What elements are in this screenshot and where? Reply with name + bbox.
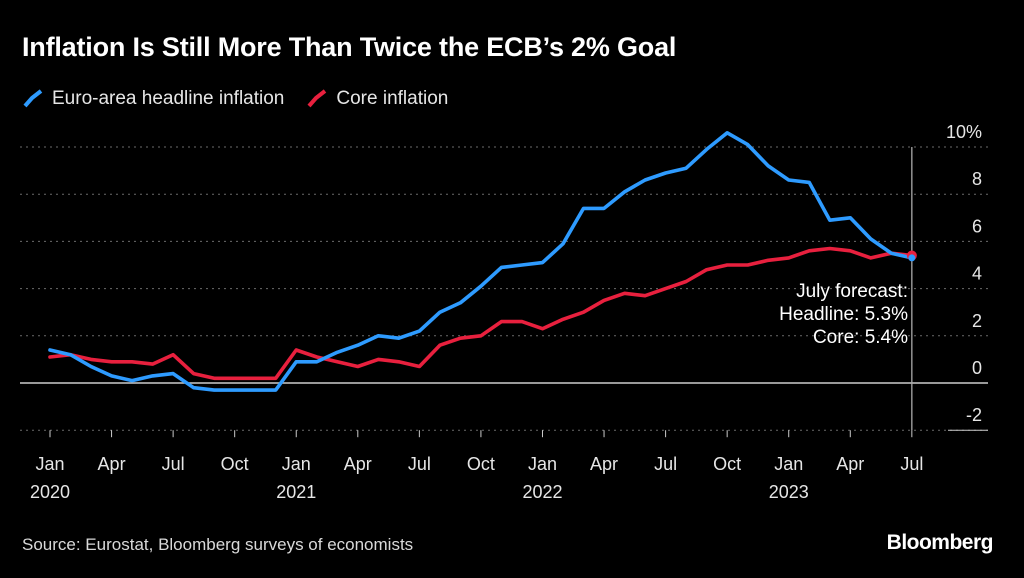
- x-tick-label-month: Jul: [162, 454, 185, 474]
- x-tick-label-month: Jan: [774, 454, 803, 474]
- x-tick-label-year: 2020: [30, 482, 70, 502]
- bloomberg-logo: Bloomberg: [886, 531, 994, 554]
- source-note: Source: Eurostat, Bloomberg surveys of e…: [22, 535, 414, 554]
- legend-label-headline: Euro-area headline inflation: [52, 88, 285, 109]
- forecast-annotation-line3: Core: 5.4%: [812, 327, 908, 348]
- series-line-core: [48, 246, 914, 381]
- label-layer: -2 0 2 4 6 8 10% Jan 2020 Apr Jul Oct Jan 2021 Apr Jul O…: [30, 122, 982, 502]
- x-tick-label-year: 2022: [522, 482, 562, 502]
- forecast-point-headline: [908, 254, 916, 262]
- x-tick-label-year: 2023: [769, 482, 809, 502]
- y-tick-label-4: 4: [972, 264, 982, 284]
- series-line-headline: [48, 131, 914, 392]
- x-tick-label-month: Jan: [35, 454, 64, 474]
- legend-swatch-core: [307, 89, 327, 108]
- x-tick-label-year: 2021: [276, 482, 316, 502]
- forecast-annotation-line1: July forecast:: [796, 281, 908, 302]
- x-tick-label-month: Oct: [467, 454, 495, 474]
- x-tick-label-month: Oct: [713, 454, 741, 474]
- forecast-annotation-line2: Headline: 5.3%: [779, 304, 908, 325]
- x-tick-label-month: Apr: [98, 454, 126, 474]
- x-tick-label-month: Jul: [900, 454, 923, 474]
- x-tick-label-month: Apr: [344, 454, 372, 474]
- grid-layer: [20, 146, 988, 438]
- x-tick-label-month: Jul: [654, 454, 677, 474]
- x-tick-label-month: Apr: [836, 454, 864, 474]
- y-tick-label-2: 2: [972, 311, 982, 331]
- y-tick-label-8: 8: [972, 169, 982, 189]
- x-tick-label-month: Apr: [590, 454, 618, 474]
- legend-swatch-headline: [23, 89, 43, 108]
- y-tick-label-6: 6: [972, 216, 982, 236]
- legend-item-core: Core inflation: [306, 88, 448, 110]
- chart-title: Inflation Is Still More Than Twice the E…: [22, 32, 677, 62]
- series-layer: [48, 131, 917, 392]
- chart-legend: Euro-area headline inflation Core inflat…: [22, 86, 470, 112]
- x-tick-label-month: Jan: [282, 454, 311, 474]
- x-tick-label-month: Oct: [221, 454, 249, 474]
- legend-label-core: Core inflation: [336, 88, 449, 109]
- y-tick-label-neg2: -2: [966, 405, 982, 425]
- x-tick-label-month: Jul: [408, 454, 431, 474]
- y-tick-label-0: 0: [972, 358, 982, 378]
- forecast-annotation: July forecast: Headline: 5.3% Core: 5.4%: [779, 280, 908, 349]
- y-tick-label-10: 10%: [946, 122, 982, 142]
- legend-item-headline: Euro-area headline inflation: [22, 88, 284, 110]
- x-tick-label-month: Jan: [528, 454, 557, 474]
